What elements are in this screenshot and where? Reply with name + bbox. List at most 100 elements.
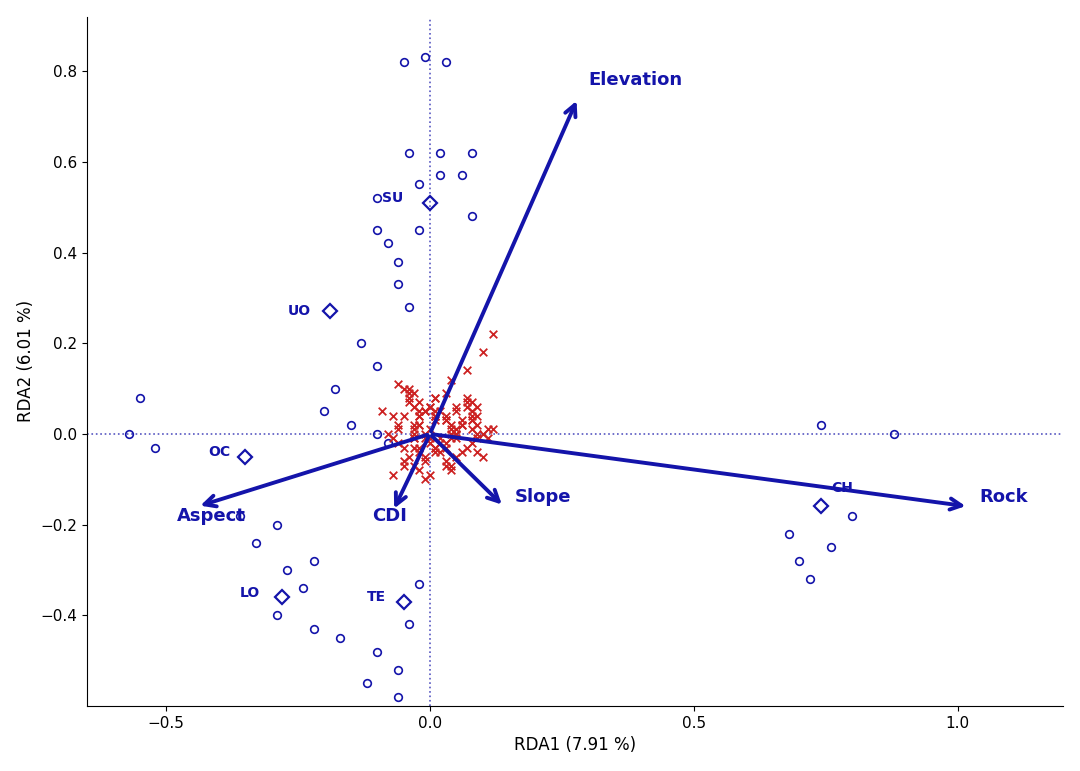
- Point: [395, 455, 413, 467]
- X-axis label: RDA1 (7.91 %): RDA1 (7.91 %): [514, 736, 636, 754]
- Point: [395, 460, 413, 472]
- Point: [405, 433, 422, 445]
- Point: [469, 428, 486, 440]
- Point: [453, 419, 470, 431]
- Point: [405, 428, 422, 440]
- Point: [432, 446, 449, 458]
- Point: [401, 392, 418, 404]
- Point: [458, 364, 475, 376]
- Point: [384, 433, 402, 445]
- Point: [405, 401, 422, 413]
- Point: [463, 409, 481, 422]
- Point: [437, 437, 455, 449]
- Point: [427, 405, 444, 417]
- Point: [480, 433, 497, 445]
- Point: [458, 396, 475, 409]
- Point: [448, 433, 465, 445]
- Point: [453, 446, 470, 458]
- Point: [448, 405, 465, 417]
- Point: [437, 460, 455, 472]
- Point: [443, 373, 460, 386]
- Point: [410, 419, 428, 431]
- Point: [469, 433, 486, 445]
- Point: [443, 433, 460, 445]
- Point: [437, 409, 455, 422]
- Point: [485, 328, 502, 340]
- Point: [437, 414, 455, 426]
- Point: [443, 419, 460, 431]
- Point: [421, 437, 438, 449]
- Point: [421, 469, 438, 481]
- Point: [379, 428, 396, 440]
- Point: [469, 409, 486, 422]
- Point: [421, 401, 438, 413]
- Text: SU: SU: [382, 191, 404, 205]
- Point: [416, 433, 433, 445]
- Point: [427, 441, 444, 453]
- Text: CDI: CDI: [372, 507, 407, 524]
- Point: [410, 409, 428, 422]
- Point: [485, 423, 502, 436]
- Point: [443, 464, 460, 476]
- Point: [384, 409, 402, 422]
- Text: TE: TE: [366, 591, 386, 604]
- Point: [458, 401, 475, 413]
- Point: [410, 409, 428, 422]
- Point: [469, 446, 486, 458]
- Point: [432, 405, 449, 417]
- Point: [469, 419, 486, 431]
- Point: [395, 382, 413, 395]
- Point: [405, 419, 422, 431]
- Point: [443, 423, 460, 436]
- Point: [443, 428, 460, 440]
- Point: [410, 405, 428, 417]
- Point: [448, 423, 465, 436]
- Point: [448, 428, 465, 440]
- Point: [410, 419, 428, 431]
- Point: [421, 433, 438, 445]
- Point: [427, 414, 444, 426]
- Point: [390, 423, 407, 436]
- Point: [401, 382, 418, 395]
- Point: [427, 409, 444, 422]
- Point: [405, 423, 422, 436]
- Point: [416, 473, 433, 486]
- Point: [390, 419, 407, 431]
- Point: [405, 433, 422, 445]
- Point: [427, 409, 444, 422]
- Text: Slope: Slope: [514, 489, 571, 507]
- Point: [416, 405, 433, 417]
- Point: [390, 437, 407, 449]
- Point: [448, 401, 465, 413]
- Point: [421, 401, 438, 413]
- Point: [437, 414, 455, 426]
- Point: [474, 346, 491, 359]
- Point: [405, 387, 422, 399]
- Point: [384, 469, 402, 481]
- Point: [421, 423, 438, 436]
- Point: [405, 460, 422, 472]
- Point: [474, 450, 491, 463]
- Point: [437, 387, 455, 399]
- Point: [432, 437, 449, 449]
- Point: [469, 401, 486, 413]
- Point: [390, 378, 407, 390]
- Point: [374, 405, 391, 417]
- Point: [416, 428, 433, 440]
- Point: [427, 441, 444, 453]
- Text: Aspect: Aspect: [176, 507, 245, 524]
- Point: [416, 455, 433, 467]
- Y-axis label: RDA2 (6.01 %): RDA2 (6.01 %): [16, 300, 35, 423]
- Point: [410, 396, 428, 409]
- Text: UO: UO: [287, 305, 311, 318]
- Text: Elevation: Elevation: [589, 71, 683, 89]
- Point: [463, 423, 481, 436]
- Point: [448, 450, 465, 463]
- Point: [463, 405, 481, 417]
- Point: [410, 441, 428, 453]
- Point: [448, 428, 465, 440]
- Point: [401, 450, 418, 463]
- Point: [463, 414, 481, 426]
- Point: [410, 446, 428, 458]
- Point: [463, 414, 481, 426]
